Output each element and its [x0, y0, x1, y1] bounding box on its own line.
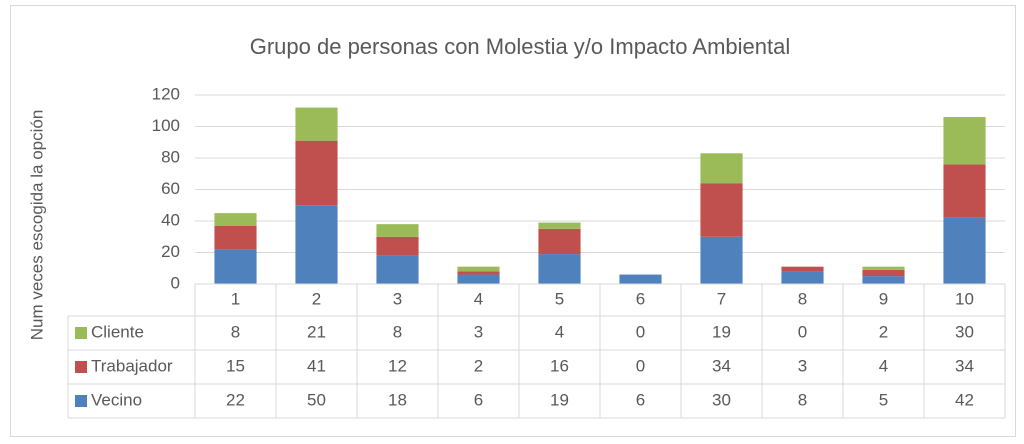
y-tick-label: 40 — [161, 210, 180, 229]
x-tick-label: 5 — [555, 289, 564, 308]
x-tick-label: 8 — [798, 289, 807, 308]
table-value: 19 — [550, 390, 569, 409]
y-tick-label: 60 — [161, 179, 180, 198]
table-value: 8 — [231, 322, 240, 341]
bar-segment — [295, 107, 338, 141]
table-value: 34 — [955, 356, 974, 375]
table-value: 4 — [879, 356, 888, 375]
legend-key — [75, 395, 87, 407]
table-value: 41 — [307, 356, 326, 375]
bar-segment — [538, 228, 581, 255]
table-value: 0 — [798, 322, 807, 341]
table-value: 8 — [798, 390, 807, 409]
bar-segment — [538, 222, 581, 229]
bar-segment — [214, 225, 257, 250]
bar-segment — [376, 255, 419, 284]
bar-segment — [295, 140, 338, 206]
x-tick-label: 7 — [717, 289, 726, 308]
bar-segment — [457, 274, 500, 284]
table-value: 5 — [879, 390, 888, 409]
bar-segment — [862, 269, 905, 277]
y-tick-label: 80 — [161, 147, 180, 166]
bar-segment — [943, 117, 986, 165]
legend-key — [75, 327, 87, 339]
bar-segment — [862, 276, 905, 284]
table-value: 0 — [636, 356, 645, 375]
bar-segment — [619, 274, 662, 284]
bar-segment — [781, 266, 824, 272]
legend-label: Cliente — [91, 322, 144, 341]
y-tick-label: 120 — [152, 84, 180, 103]
legend-label: Vecino — [91, 390, 142, 409]
bar-segment — [943, 217, 986, 284]
table-value: 22 — [226, 390, 245, 409]
x-tick-label: 2 — [312, 289, 321, 308]
x-tick-label: 1 — [231, 289, 240, 308]
bar-segment — [700, 153, 743, 184]
table-value: 3 — [798, 356, 807, 375]
bar-segment — [700, 236, 743, 284]
table-value: 3 — [474, 322, 483, 341]
table-value: 50 — [307, 390, 326, 409]
bar-segment — [862, 266, 905, 270]
table-value: 8 — [393, 322, 402, 341]
bar-segment — [214, 213, 257, 226]
bar-segment — [214, 249, 257, 284]
bar-segment — [943, 164, 986, 218]
bar-segment — [376, 236, 419, 256]
bar-segment — [457, 266, 500, 272]
bar-segment — [376, 224, 419, 237]
table-value: 34 — [712, 356, 731, 375]
y-tick-label: 100 — [152, 116, 180, 135]
table-value: 19 — [712, 322, 731, 341]
table-value: 6 — [474, 390, 483, 409]
table-value: 30 — [712, 390, 731, 409]
x-tick-label: 6 — [636, 289, 645, 308]
y-tick-label: 0 — [171, 273, 180, 292]
table-value: 15 — [226, 356, 245, 375]
x-tick-label: 9 — [879, 289, 888, 308]
y-tick-label: 20 — [161, 242, 180, 261]
table-value: 21 — [307, 322, 326, 341]
table-value: 2 — [879, 322, 888, 341]
x-tick-label: 4 — [474, 289, 483, 308]
legend-label: Trabajador — [91, 356, 173, 375]
table-value: 4 — [555, 322, 564, 341]
table-value: 42 — [955, 390, 974, 409]
bar-segment — [457, 271, 500, 275]
table-value: 30 — [955, 322, 974, 341]
bar-segment — [295, 205, 338, 284]
bar-segment — [700, 183, 743, 237]
bar-segment — [538, 254, 581, 284]
bar-segment — [781, 271, 824, 284]
legend-key — [75, 361, 87, 373]
table-value: 0 — [636, 322, 645, 341]
table-value: 12 — [388, 356, 407, 375]
x-tick-label: 3 — [393, 289, 402, 308]
table-value: 18 — [388, 390, 407, 409]
table-value: 2 — [474, 356, 483, 375]
x-tick-label: 10 — [955, 289, 974, 308]
y-axis-label: Num veces escogida la opción — [27, 110, 46, 341]
table-value: 16 — [550, 356, 569, 375]
table-value: 6 — [636, 390, 645, 409]
chart-title: Grupo de personas con Molestia y/o Impac… — [250, 34, 791, 59]
